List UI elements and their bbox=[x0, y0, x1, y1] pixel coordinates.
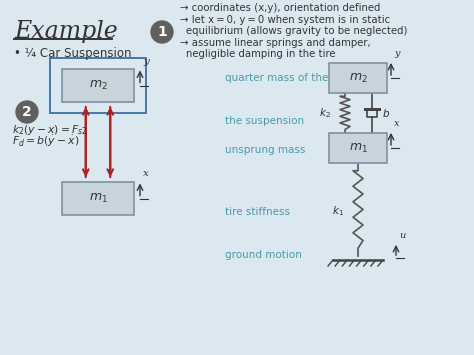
Text: y: y bbox=[394, 49, 400, 58]
Circle shape bbox=[151, 21, 173, 43]
Text: → assume linear springs and damper,: → assume linear springs and damper, bbox=[180, 38, 371, 48]
Text: $m_2$: $m_2$ bbox=[89, 79, 108, 92]
Text: 1: 1 bbox=[157, 25, 167, 39]
Text: u: u bbox=[399, 231, 405, 240]
Bar bbox=[329, 63, 387, 93]
Text: $m_1$: $m_1$ bbox=[348, 141, 367, 154]
Text: $F_d=b(\dot{y}-\dot{x})$: $F_d=b(\dot{y}-\dot{x})$ bbox=[12, 134, 79, 149]
Bar bbox=[50, 58, 146, 113]
Text: x: x bbox=[394, 119, 400, 128]
Text: $k_2(y-x)=F_{s2}$: $k_2(y-x)=F_{s2}$ bbox=[12, 123, 88, 137]
Text: 2: 2 bbox=[22, 105, 32, 119]
Bar bbox=[62, 69, 134, 102]
Text: the suspension: the suspension bbox=[225, 116, 304, 126]
Text: unsprung mass: unsprung mass bbox=[225, 145, 305, 155]
Text: $k_2$: $k_2$ bbox=[319, 106, 331, 120]
Text: x: x bbox=[143, 169, 149, 179]
Bar bbox=[329, 133, 387, 163]
Text: equilibrium (allows gravity to be neglected): equilibrium (allows gravity to be neglec… bbox=[186, 26, 408, 36]
Text: quarter mass of the car: quarter mass of the car bbox=[225, 73, 348, 83]
Text: $k_1$: $k_1$ bbox=[332, 204, 344, 218]
Text: negligible damping in the tire: negligible damping in the tire bbox=[186, 49, 336, 59]
Text: Example: Example bbox=[14, 20, 118, 43]
Text: y: y bbox=[143, 56, 149, 66]
Bar bbox=[62, 182, 134, 215]
Circle shape bbox=[16, 101, 38, 123]
Text: $m_2$: $m_2$ bbox=[348, 71, 367, 84]
Text: $m_1$: $m_1$ bbox=[89, 192, 108, 205]
Text: $b$: $b$ bbox=[382, 107, 390, 119]
Text: ground motion: ground motion bbox=[225, 250, 302, 260]
Text: • ¼ Car Suspension: • ¼ Car Suspension bbox=[14, 47, 131, 60]
Text: → coordinates (x,y), orientation defined: → coordinates (x,y), orientation defined bbox=[180, 3, 380, 13]
Text: → let x = 0, y = 0 when system is in static: → let x = 0, y = 0 when system is in sta… bbox=[180, 15, 390, 25]
Text: tire stiffness: tire stiffness bbox=[225, 207, 290, 217]
